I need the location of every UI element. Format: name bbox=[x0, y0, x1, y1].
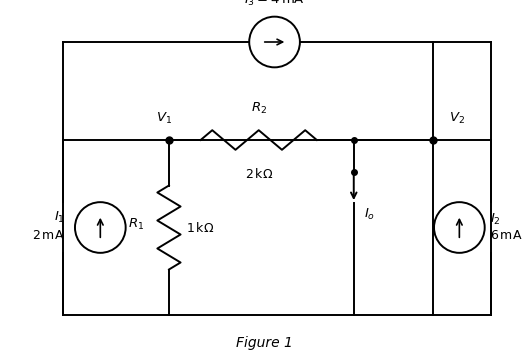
Text: $6\,\mathrm{mA}$: $6\,\mathrm{mA}$ bbox=[490, 229, 523, 241]
Text: $I_o$: $I_o$ bbox=[364, 206, 375, 222]
Text: $V_1$: $V_1$ bbox=[156, 111, 172, 126]
Text: $2\,\mathrm{mA}$: $2\,\mathrm{mA}$ bbox=[32, 229, 64, 241]
Text: Figure 1: Figure 1 bbox=[235, 336, 293, 350]
Text: $R_2$: $R_2$ bbox=[251, 101, 267, 116]
Text: $2\,\mathrm{k}\Omega$: $2\,\mathrm{k}\Omega$ bbox=[244, 167, 273, 181]
Text: $1\,\mathrm{k}\Omega$: $1\,\mathrm{k}\Omega$ bbox=[186, 220, 214, 234]
Text: $V_2$: $V_2$ bbox=[449, 111, 465, 126]
Text: $I_2$: $I_2$ bbox=[490, 212, 501, 228]
Text: $R_1$: $R_1$ bbox=[128, 216, 144, 232]
Text: $I_1$: $I_1$ bbox=[53, 210, 64, 225]
Text: $I_3 = 4\,\mathrm{mA}$: $I_3 = 4\,\mathrm{mA}$ bbox=[244, 0, 305, 8]
